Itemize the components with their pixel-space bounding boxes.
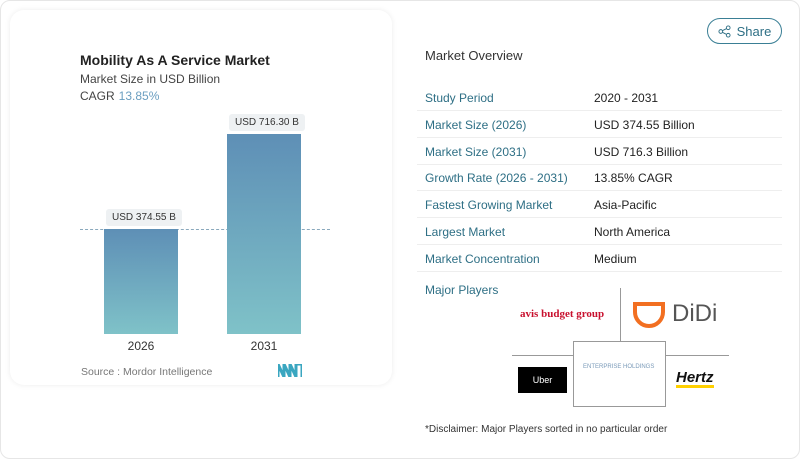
x-tick-label: 2026	[127, 339, 155, 353]
logo-box	[573, 341, 666, 407]
cagr-label: CAGR	[80, 89, 115, 103]
overview-row: Market Size (2031) USD 716.3 Billion	[417, 138, 782, 165]
hertz-logo: Hertz	[676, 369, 714, 388]
row-label: Market Concentration	[425, 251, 540, 266]
row-label: Fastest Growing Market	[425, 198, 553, 213]
overview-row: Growth Rate (2026 - 2031) 13.85% CAGR	[417, 164, 782, 192]
row-value: North America	[594, 225, 671, 239]
data-label: USD 374.55 B	[106, 209, 182, 227]
overview-row: Study Period 2020 - 2031	[417, 84, 782, 111]
disclaimer: *Disclaimer: Major Players sorted in no …	[425, 424, 668, 435]
share-button[interactable]: Share	[707, 18, 782, 44]
overview-row: Market Concentration Medium	[417, 245, 782, 272]
row-label: Largest Market	[425, 225, 506, 239]
cagr: CAGR 13.85%	[80, 89, 159, 103]
row-value: USD 374.55 Billion	[594, 117, 695, 132]
reference-line	[80, 229, 330, 230]
x-tick-label: 2031	[250, 339, 278, 353]
row-label: Study Period	[425, 91, 494, 105]
row-value: Medium	[594, 251, 637, 266]
mordor-logo-icon	[278, 364, 302, 377]
bar-2031	[227, 134, 301, 334]
share-label: Share	[736, 23, 772, 39]
didi-logo-icon	[633, 302, 665, 328]
row-value: 2020 - 2031	[594, 91, 659, 105]
cagr-value: 13.85%	[118, 89, 160, 103]
row-label: Market Size (2031)	[425, 144, 527, 159]
source: Source : Mordor Intelligence	[81, 366, 213, 378]
overview-title: Market Overview	[425, 48, 523, 63]
enterprise-logo: ENTERPRISE HOLDINGS	[583, 364, 655, 370]
row-value: 13.85% CAGR	[594, 171, 673, 186]
avis-logo: avis budget group	[520, 308, 605, 320]
overview-row: Fastest Growing Market Asia-Pacific	[417, 191, 782, 219]
data-label: USD 716.30 B	[229, 114, 305, 131]
share-icon	[718, 24, 731, 38]
uber-logo: Uber	[518, 367, 567, 393]
bar-2026	[104, 229, 178, 334]
chart-subtitle: Market Size in USD Billion	[80, 72, 221, 86]
row-value: USD 716.3 Billion	[594, 144, 689, 159]
chart-title: Mobility As A Service Market	[80, 52, 270, 68]
major-players-title: Major Players	[425, 283, 499, 297]
divider	[620, 288, 621, 350]
row-label: Market Size (2026)	[425, 117, 527, 132]
overview-row: Largest Market North America	[417, 218, 782, 245]
overview-row: Market Size (2026) USD 374.55 Billion	[417, 111, 782, 138]
didi-logo: DiDi	[672, 300, 718, 327]
chart-card	[10, 10, 392, 385]
row-value: Asia-Pacific	[594, 198, 657, 213]
row-label: Growth Rate (2026 - 2031)	[425, 171, 568, 186]
